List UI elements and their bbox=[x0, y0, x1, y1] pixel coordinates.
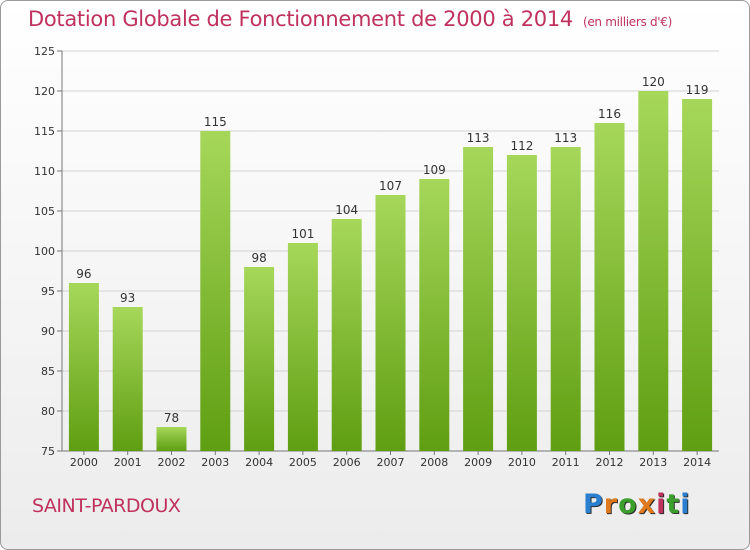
data-label: 113 bbox=[554, 131, 577, 145]
y-tick-label: 85 bbox=[41, 365, 55, 378]
x-tick-label: 2012 bbox=[596, 456, 624, 469]
bar bbox=[419, 179, 450, 451]
y-tick-label: 95 bbox=[41, 285, 55, 298]
chart-title-text: Dotation Globale de Fonctionnement de 20… bbox=[28, 7, 573, 31]
bar bbox=[112, 307, 143, 451]
data-label: 119 bbox=[686, 83, 709, 97]
chart-subtitle: (en milliers d'€) bbox=[582, 15, 672, 29]
x-tick-label: 2011 bbox=[552, 456, 580, 469]
x-tick-label: 2003 bbox=[201, 456, 229, 469]
x-tick-label: 2014 bbox=[683, 456, 711, 469]
data-label: 116 bbox=[598, 107, 621, 121]
x-tick-label: 2004 bbox=[245, 456, 273, 469]
bar bbox=[594, 123, 625, 451]
bar bbox=[287, 243, 318, 451]
y-tick-label: 80 bbox=[41, 405, 55, 418]
data-label: 115 bbox=[204, 115, 227, 129]
y-tick-label: 105 bbox=[34, 205, 55, 218]
data-label: 113 bbox=[467, 131, 490, 145]
bar bbox=[156, 427, 187, 451]
data-label: 78 bbox=[164, 411, 179, 425]
proxiti-logo: Proxiti bbox=[583, 489, 691, 520]
bar bbox=[244, 267, 275, 451]
x-tick-label: 2005 bbox=[289, 456, 317, 469]
bar bbox=[331, 219, 362, 451]
x-tick-label: 2001 bbox=[114, 456, 142, 469]
data-label: 98 bbox=[251, 251, 266, 265]
x-tick-label: 2007 bbox=[377, 456, 405, 469]
y-tick-label: 110 bbox=[34, 165, 55, 178]
data-label: 112 bbox=[510, 139, 533, 153]
bar bbox=[682, 99, 713, 451]
x-tick-label: 2009 bbox=[464, 456, 492, 469]
data-label: 104 bbox=[335, 203, 358, 217]
bar bbox=[550, 147, 581, 451]
bar bbox=[638, 91, 669, 451]
x-tick-label: 2000 bbox=[70, 456, 98, 469]
x-tick-label: 2013 bbox=[639, 456, 667, 469]
x-tick-label: 2002 bbox=[158, 456, 186, 469]
y-tick-label: 120 bbox=[34, 85, 55, 98]
data-label: 109 bbox=[423, 163, 446, 177]
x-tick-label: 2006 bbox=[333, 456, 361, 469]
bar bbox=[200, 131, 231, 451]
y-tick-label: 115 bbox=[34, 125, 55, 138]
commune-name: SAINT-PARDOUX bbox=[32, 495, 181, 517]
y-tick-label: 75 bbox=[41, 445, 55, 458]
y-tick-label: 100 bbox=[34, 245, 55, 258]
data-label: 101 bbox=[291, 227, 314, 241]
data-label: 93 bbox=[120, 291, 135, 305]
x-tick-label: 2008 bbox=[420, 456, 448, 469]
y-tick-label: 90 bbox=[41, 325, 55, 338]
chart-title: Dotation Globale de Fonctionnement de 20… bbox=[28, 7, 672, 31]
data-labels: 96 93 78 115 98 101 104 107 109 113 112 113 116 120 11… bbox=[76, 75, 708, 425]
bar bbox=[375, 195, 406, 451]
data-label: 107 bbox=[379, 179, 402, 193]
y-tick-label: 125 bbox=[34, 45, 55, 58]
bar bbox=[68, 283, 99, 451]
bars bbox=[68, 91, 713, 451]
data-label: 120 bbox=[642, 75, 665, 89]
x-tick-label: 2010 bbox=[508, 456, 536, 469]
data-label: 96 bbox=[76, 267, 91, 281]
bar bbox=[463, 147, 494, 451]
bar bbox=[506, 155, 537, 451]
